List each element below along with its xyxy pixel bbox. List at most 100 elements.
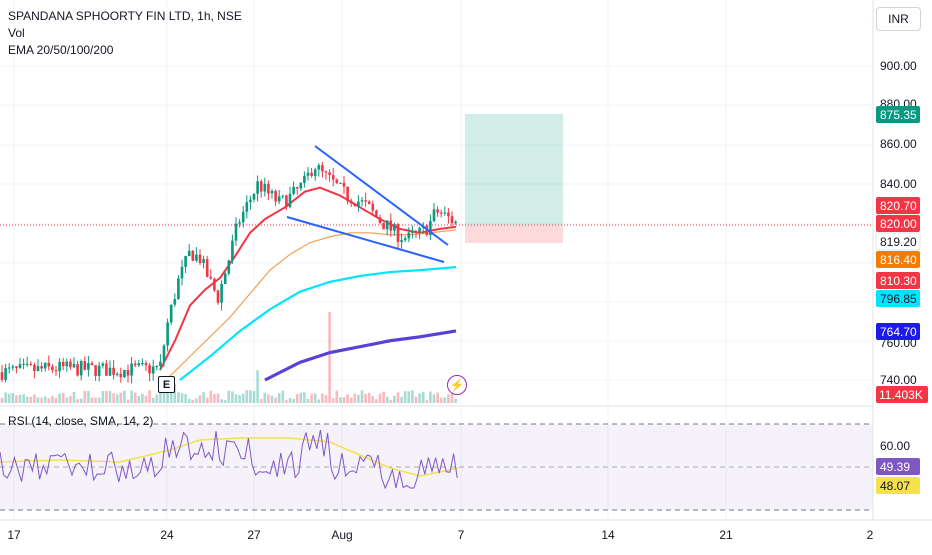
candle-body xyxy=(76,364,79,376)
candle-body xyxy=(148,365,151,374)
label-target-bg xyxy=(876,106,920,123)
volume-bar xyxy=(4,392,7,403)
candle-body xyxy=(187,250,191,257)
candle-body xyxy=(130,363,133,376)
volume-bar xyxy=(382,391,385,403)
candle-body xyxy=(321,165,324,172)
candle-body xyxy=(360,200,364,202)
volume-bar xyxy=(97,397,101,403)
candle-body xyxy=(367,201,371,204)
candle-body xyxy=(11,366,15,368)
volume-bar xyxy=(400,396,403,403)
volume-bar xyxy=(321,393,324,403)
volume-bar xyxy=(220,399,223,403)
volume-bar xyxy=(411,390,414,403)
candle-body xyxy=(220,283,223,303)
volume-bar xyxy=(148,390,151,403)
label-target: 875.35 xyxy=(880,108,917,122)
label-ema200-bg xyxy=(876,323,920,340)
candle-body xyxy=(364,200,367,202)
volume-bar xyxy=(123,390,126,403)
time-tick: 7 xyxy=(458,528,465,542)
volume-bar xyxy=(281,390,285,403)
flash-icon[interactable]: ⚡ xyxy=(447,375,467,395)
candle-body xyxy=(205,259,209,277)
volume-bar xyxy=(177,392,180,403)
candle-body xyxy=(303,175,306,183)
long-stop-zone[interactable] xyxy=(465,225,563,243)
candle-body xyxy=(411,231,414,233)
candle-body xyxy=(267,183,270,194)
volume-bar xyxy=(54,397,58,403)
label-entry-bg xyxy=(875,232,921,251)
volume-bar xyxy=(349,397,353,403)
candle-body xyxy=(191,250,195,261)
currency-button[interactable]: INR xyxy=(876,7,921,31)
candle-body xyxy=(331,175,335,180)
long-target-zone[interactable] xyxy=(465,114,563,225)
label-ema50-bg xyxy=(876,251,920,268)
label-ema100: 796.85 xyxy=(880,292,917,306)
symbol-title[interactable]: SPANDANA SPHOORTY FIN LTD, 1h, NSE xyxy=(8,9,242,23)
volume-bar xyxy=(151,398,155,403)
volume-bar xyxy=(195,398,198,403)
label-ema20-bg xyxy=(876,272,920,289)
volume-bar xyxy=(267,394,270,403)
volume-bar xyxy=(342,397,346,403)
ema50-line xyxy=(169,229,457,377)
candle-body xyxy=(357,201,360,206)
wedge-lower-trendline[interactable] xyxy=(286,216,445,263)
ema100-line xyxy=(179,266,457,381)
volume-bar xyxy=(245,390,249,403)
volume-bar xyxy=(94,397,97,403)
ema-lines xyxy=(159,186,457,382)
wedge-upper-trendline[interactable] xyxy=(314,145,449,246)
candle-body xyxy=(83,361,87,370)
volume-legend[interactable]: Vol xyxy=(8,26,25,40)
candle-body xyxy=(339,182,342,184)
volume-bar xyxy=(216,393,220,403)
volume-bar xyxy=(205,397,209,403)
candle-body xyxy=(223,273,227,284)
candle-body xyxy=(126,370,130,376)
volume-bar xyxy=(364,393,367,403)
candle-body xyxy=(231,240,234,261)
candle-body xyxy=(342,182,346,187)
ema-legend[interactable]: EMA 20/50/100/200 xyxy=(8,43,114,57)
rsi-legend[interactable]: RSI (14, close, SMA, 14, 2) xyxy=(8,414,154,428)
volume-bar xyxy=(407,391,411,403)
candle-body xyxy=(285,195,288,208)
candle-body xyxy=(0,372,4,380)
candle-body xyxy=(184,256,187,267)
volume-bar xyxy=(155,394,159,403)
candle-body xyxy=(389,220,393,231)
volume-bar xyxy=(0,397,4,403)
candle-body xyxy=(115,373,119,375)
candle-body xyxy=(47,362,51,367)
label-rsi: 49.39 xyxy=(880,460,910,474)
candle-body xyxy=(213,278,216,291)
candle-body xyxy=(447,212,450,217)
ema20-line xyxy=(159,186,457,371)
time-tick: 14 xyxy=(601,528,615,542)
volume-bar xyxy=(306,398,310,403)
volume-bar xyxy=(137,395,141,403)
candle-body xyxy=(155,366,159,368)
volume-bar xyxy=(274,397,277,403)
candle-body xyxy=(58,361,61,372)
volume-bar xyxy=(119,392,123,403)
candle-body xyxy=(371,203,375,211)
time-tick: 27 xyxy=(247,528,261,542)
volume-bar xyxy=(421,391,425,403)
volume-bar xyxy=(180,393,184,403)
volume-bar xyxy=(83,390,87,403)
candle-body xyxy=(403,238,407,241)
volume-bar xyxy=(133,392,137,403)
time-axis[interactable]: 17 24 27 Aug 7 14 21 2 xyxy=(7,528,873,542)
volume-bar xyxy=(346,394,349,403)
volume-bar xyxy=(256,370,259,403)
volume-bar xyxy=(40,398,43,403)
earnings-marker[interactable]: E xyxy=(158,376,175,393)
